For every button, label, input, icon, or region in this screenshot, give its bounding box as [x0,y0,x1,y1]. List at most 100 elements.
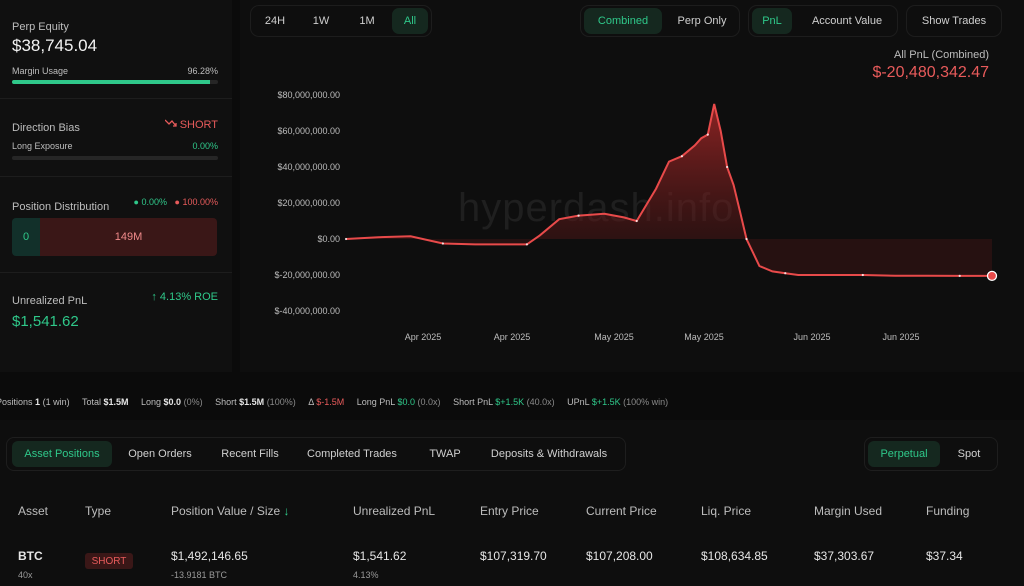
y-tick-label: $20,000,000.00 [277,198,340,208]
range-24h-button[interactable]: 24H [264,15,286,27]
direction-bias-row: Direction Bias SHORT [12,118,218,134]
x-tick-label: Apr 2025 [405,332,442,342]
row-margin-used: $37,303.67 [814,549,875,563]
long-dot-icon: ● [133,197,139,207]
summary-long: Long $0.0 (0%) [141,397,203,407]
range-selector [250,5,432,37]
position-distribution-bar: 0 149M [12,218,217,256]
long-segment: 0 [12,218,40,256]
row-unrealized-pnl: $1,541.62 [353,549,407,563]
col-entry-price[interactable]: Entry Price [480,504,539,518]
show-trades-button[interactable]: Show Trades [921,15,987,27]
col-liq-price[interactable]: Liq. Price [701,504,752,518]
unrealized-pnl-row: Unrealized PnL ↑ 4.13% ROE [12,291,218,307]
tab-completed-trades[interactable]: Completed Trades [307,448,397,460]
y-tick-label: $-40,000,000.00 [274,306,340,316]
mode-selector [580,5,740,37]
pnl-button[interactable]: PnL [752,8,792,34]
x-tick-label: Jun 2025 [882,332,919,342]
col-position-value[interactable]: Position Value / Size ↓ [171,504,290,518]
col-asset[interactable]: Asset [18,504,49,518]
summary-delta: Δ $-1.5M [308,397,345,407]
positive-area [346,104,992,239]
positions-summary: Positions 1 (1 win) Total $1.5M Long $0.… [0,397,678,407]
pnl-series-line [345,103,992,277]
x-tick-label: May 2025 [684,332,724,342]
series-point [525,243,528,246]
col-funding[interactable]: Funding [926,504,970,518]
summary-short: Short $1.5M (100%) [215,397,296,407]
range-all-button[interactable]: All [392,8,428,34]
row-asset[interactable]: BTC [18,549,43,563]
pnl-header-value: $-20,480,342.47 [872,64,989,81]
row-current-price: $107,208.00 [586,549,653,563]
positions-tab-bar: Asset Positions Open Orders Recent Fills… [6,437,626,471]
perp-equity-label: Perp Equity [12,21,69,33]
market-type-selector: Perpetual Spot [864,437,998,471]
summary-short-pnl: Short PnL $+1.5K (40.0x) [453,397,555,407]
row-leverage: 40x [18,570,33,580]
pnl-chart-panel: 24H 1W 1M All Combined Perp Only PnL Acc… [240,0,1024,372]
summary-total: Total $1.5M [81,397,129,407]
positions-panel: Asset Positions Open Orders Recent Fills… [0,420,1024,586]
margin-usage-value: 96.28% [187,66,218,76]
perpetual-button[interactable]: Perpetual [868,441,940,467]
spot-button[interactable]: Spot [957,448,981,460]
direction-bias-value: SHORT [164,118,218,131]
account-stats-panel: Perp Equity $38,745.04 Margin Usage 96.2… [0,0,232,372]
x-tick-label: Apr 2025 [494,332,531,342]
row-unrealized-pnl-pct: 4.13% [353,570,379,580]
y-tick-label: $-20,000,000.00 [274,270,340,280]
row-position-size: -13.9181 BTC [171,570,228,580]
y-tick-label: $80,000,000.00 [277,90,340,100]
col-margin-used[interactable]: Margin Used [814,504,883,518]
range-1m-button[interactable]: 1M [359,15,375,27]
long-exposure-bar [12,156,218,160]
row-type-badge: SHORT [85,553,133,569]
row-position-value: $1,492,146.65 [171,549,248,563]
y-tick-label: $0.00 [317,234,340,244]
summary-upnl: UPnL $+1.5K (100% win) [567,397,669,407]
latest-point-marker[interactable] [986,270,998,282]
tab-twap[interactable]: TWAP [429,448,461,460]
account-value-button[interactable]: Account Value [811,15,883,27]
position-distribution-row: Position Distribution ● 0.00% ● 100.00% [12,197,218,213]
short-dot-icon: ● [174,197,180,207]
series-point [784,272,787,275]
series-point [577,214,580,217]
y-tick-label: $60,000,000.00 [277,126,340,136]
tab-recent-fills[interactable]: Recent Fills [221,448,279,460]
col-unrealized-pnl[interactable]: Unrealized PnL [353,504,436,518]
row-entry-price: $107,319.70 [480,549,547,563]
row-funding: $37.34 [926,549,963,563]
margin-usage-row: Margin Usage 96.28% [12,66,218,76]
series-point [861,273,864,277]
roe-value: 4.13% ROE [159,291,218,303]
pnl-chart: $80,000,000.00 $60,000,000.00 $40,000,000.… [274,90,998,342]
sort-down-icon[interactable]: ↓ [283,504,290,518]
short-segment: 149M [40,218,217,256]
margin-usage-bar [12,80,218,84]
col-current-price[interactable]: Current Price [586,504,657,518]
series-point [726,165,729,169]
summary-long-pnl: Long PnL $0.0 (0.0x) [356,397,441,407]
negative-area [346,239,992,276]
series-point [344,237,348,241]
combined-button[interactable]: Combined [584,8,662,34]
col-type[interactable]: Type [85,504,112,518]
summary-positions: Positions 1 (1 win) [0,397,70,407]
series-point [635,219,638,223]
trend-down-icon [164,119,177,127]
perp-only-button[interactable]: Perp Only [677,15,727,27]
tab-deposits-withdrawals[interactable]: Deposits & Withdrawals [490,448,608,460]
series-point [958,274,961,277]
unrealized-pnl-value: $1,541.62 [12,313,79,330]
y-tick-label: $40,000,000.00 [277,162,340,172]
x-tick-label: May 2025 [594,332,634,342]
tab-asset-positions[interactable]: Asset Positions [12,441,112,467]
range-1w-button[interactable]: 1W [312,15,330,27]
perp-equity-value: $38,745.04 [12,36,98,55]
arrow-up-icon: ↑ [151,291,157,303]
tab-open-orders[interactable]: Open Orders [128,448,192,460]
long-exposure-row: Long Exposure 0.00% [12,141,218,151]
